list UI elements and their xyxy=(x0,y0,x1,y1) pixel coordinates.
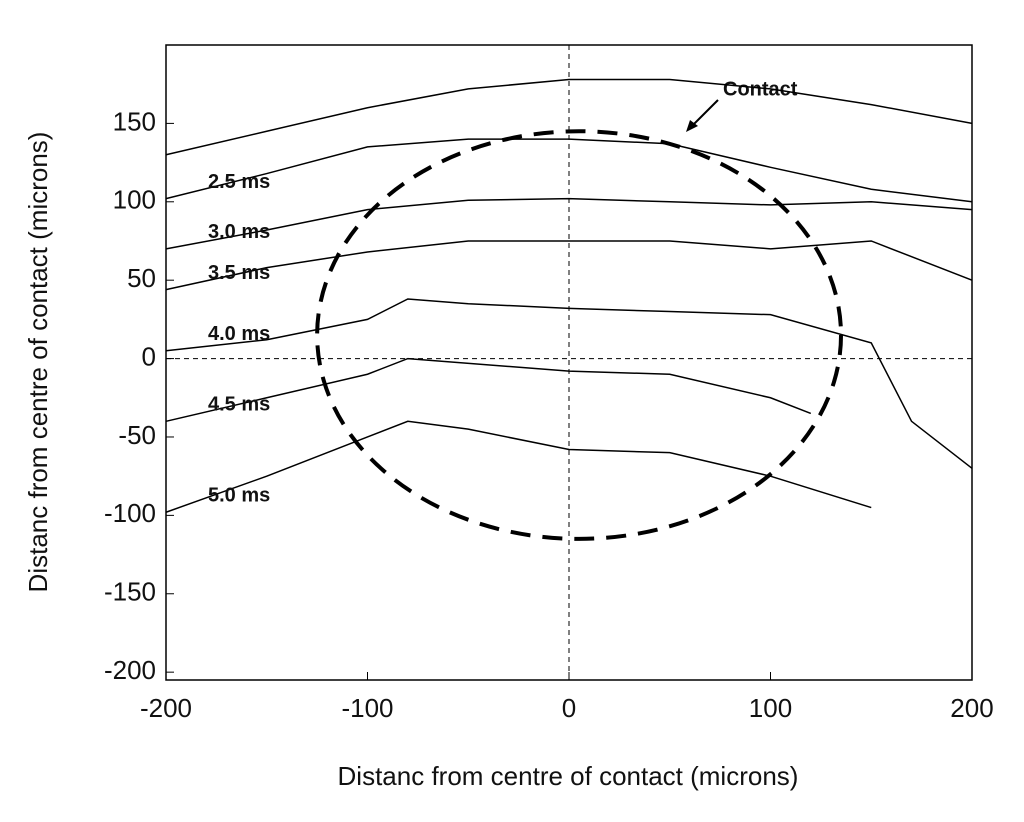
y-tick-label: -200 xyxy=(104,655,156,685)
x-tick-label: 100 xyxy=(749,693,792,723)
contour-line xyxy=(165,298,973,469)
x-tick-label: -200 xyxy=(140,693,192,723)
contour-line xyxy=(165,420,872,513)
x-tick-label: 200 xyxy=(950,693,993,723)
annotation-arrow xyxy=(689,99,719,129)
series-label: 5.0 ms xyxy=(208,485,270,507)
series-label: 2.5 ms xyxy=(208,171,270,193)
x-axis-label: Distanc from centre of contact (microns) xyxy=(338,761,799,791)
contour-line xyxy=(165,240,973,291)
y-tick-label: 150 xyxy=(113,106,156,136)
annotation: Contact xyxy=(723,78,798,100)
y-tick-label: 100 xyxy=(113,185,156,215)
series-label: 3.0 ms xyxy=(208,221,270,243)
y-tick-label: 50 xyxy=(127,263,156,293)
y-tick-label: 0 xyxy=(142,341,156,371)
contour-line xyxy=(165,197,973,250)
contour-line xyxy=(165,357,812,423)
contour-line xyxy=(165,78,973,156)
y-tick-label: -50 xyxy=(118,420,156,450)
y-axis-label: Distanc from centre of contact (microns) xyxy=(23,132,53,593)
contour-line xyxy=(165,138,973,203)
x-tick-label: -100 xyxy=(341,693,393,723)
y-tick-label: -100 xyxy=(104,498,156,528)
x-tick-label: 0 xyxy=(562,693,576,723)
arrow-head xyxy=(686,120,698,132)
series-label: 3.5 ms xyxy=(208,262,270,284)
series-label: 4.0 ms xyxy=(208,323,270,345)
y-tick-label: -150 xyxy=(104,577,156,607)
contact-circle xyxy=(315,129,844,541)
series-label: 4.5 ms xyxy=(208,394,270,416)
